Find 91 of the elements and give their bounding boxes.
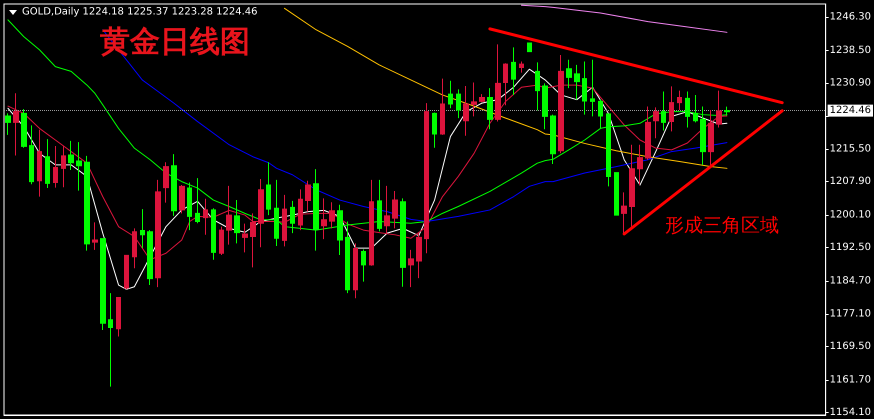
candlestick <box>606 112 611 187</box>
candlestick <box>298 188 303 231</box>
candlestick <box>566 59 572 89</box>
candlestick <box>84 155 90 252</box>
candlestick <box>535 62 540 111</box>
candlestick <box>669 86 674 132</box>
candlestick <box>147 230 153 286</box>
y-tick-label: 1169.50 <box>830 340 872 352</box>
candlestick <box>582 60 587 116</box>
y-tick-label: 1200.10 <box>830 210 872 221</box>
candlestick <box>195 178 200 224</box>
candlestick <box>550 114 556 165</box>
candlestick <box>527 42 532 52</box>
y-tick-label: 1246.30 <box>830 11 872 22</box>
candlestick <box>361 248 366 282</box>
candlestick <box>456 88 461 119</box>
candlestick <box>479 94 485 103</box>
candlestick <box>68 140 74 171</box>
candlestick <box>203 198 208 236</box>
candlestick <box>353 242 358 299</box>
y-tick-label: 1192.50 <box>830 242 872 254</box>
candlestick <box>53 146 58 188</box>
candlestick <box>392 190 398 229</box>
candlestick <box>108 292 113 388</box>
candlestick <box>13 92 19 156</box>
candlestick <box>677 90 682 110</box>
candlestick <box>226 185 232 246</box>
candlestick <box>614 172 619 216</box>
candlestick <box>708 109 714 166</box>
chart-subtitle: GOLD,Daily 1224.18 1225.37 1223.28 1224.46 <box>22 6 258 18</box>
candlestick <box>116 296 121 337</box>
line-series <box>284 8 728 169</box>
candlestick <box>653 106 659 139</box>
candlestick <box>574 64 580 100</box>
candlestick <box>408 249 414 288</box>
candlestick <box>716 90 722 128</box>
candlestick <box>282 194 287 247</box>
y-tick-label: 1154.10 <box>830 406 872 418</box>
candlestick <box>219 226 224 256</box>
line-series <box>520 4 728 33</box>
ref-line-label: 1224.46 <box>830 105 872 116</box>
candlestick <box>21 108 27 148</box>
candlestick <box>685 91 690 128</box>
y-tick-label: 1230.90 <box>830 77 872 88</box>
candlestick <box>700 106 706 166</box>
candlestick <box>463 85 469 136</box>
y-tick-label: 1161.70 <box>830 374 872 386</box>
y-tick-label: 1215.50 <box>830 144 872 155</box>
candlestick <box>321 198 327 240</box>
candlestick <box>637 144 643 186</box>
candlestick <box>266 162 271 216</box>
candlestick <box>448 80 453 109</box>
candlestick <box>76 142 82 192</box>
candlestick <box>329 202 335 229</box>
candlestick <box>163 162 169 204</box>
y-tick-label: 1184.70 <box>830 276 872 287</box>
candlestick <box>140 208 145 249</box>
y-tick-label: 1207.90 <box>830 176 872 188</box>
candlestick <box>590 59 595 117</box>
candlestick <box>645 106 651 160</box>
candlestick <box>211 208 216 260</box>
candlestick <box>305 180 311 212</box>
candlestick <box>511 46 516 96</box>
candlestick <box>621 192 627 235</box>
candlestick <box>124 254 129 290</box>
candlestick <box>424 102 429 254</box>
candlestick <box>92 222 98 250</box>
candlestick <box>629 144 635 228</box>
candlestick <box>61 146 66 188</box>
candlestick <box>542 82 548 130</box>
candlestick <box>45 138 50 189</box>
candlestick <box>171 154 177 216</box>
candlestick <box>37 129 42 198</box>
candlestick <box>661 91 666 132</box>
y-tick-label: 1238.50 <box>830 44 872 56</box>
candlestick <box>179 184 185 214</box>
candlestick <box>29 124 34 185</box>
annotation: 形成三角区域 <box>665 214 779 236</box>
y-tick-label: 1177.10 <box>830 308 872 320</box>
candlestick <box>519 60 524 74</box>
candlestick <box>100 238 106 331</box>
candlestick <box>432 112 437 148</box>
candlestick <box>384 185 390 234</box>
candlestick <box>598 99 603 129</box>
candlestick <box>5 112 11 136</box>
candlestick <box>693 94 698 123</box>
candlestick <box>258 178 264 248</box>
candlestick <box>440 78 445 136</box>
candlestick <box>487 88 493 130</box>
candlestick <box>471 82 477 117</box>
candlestick <box>242 223 248 253</box>
